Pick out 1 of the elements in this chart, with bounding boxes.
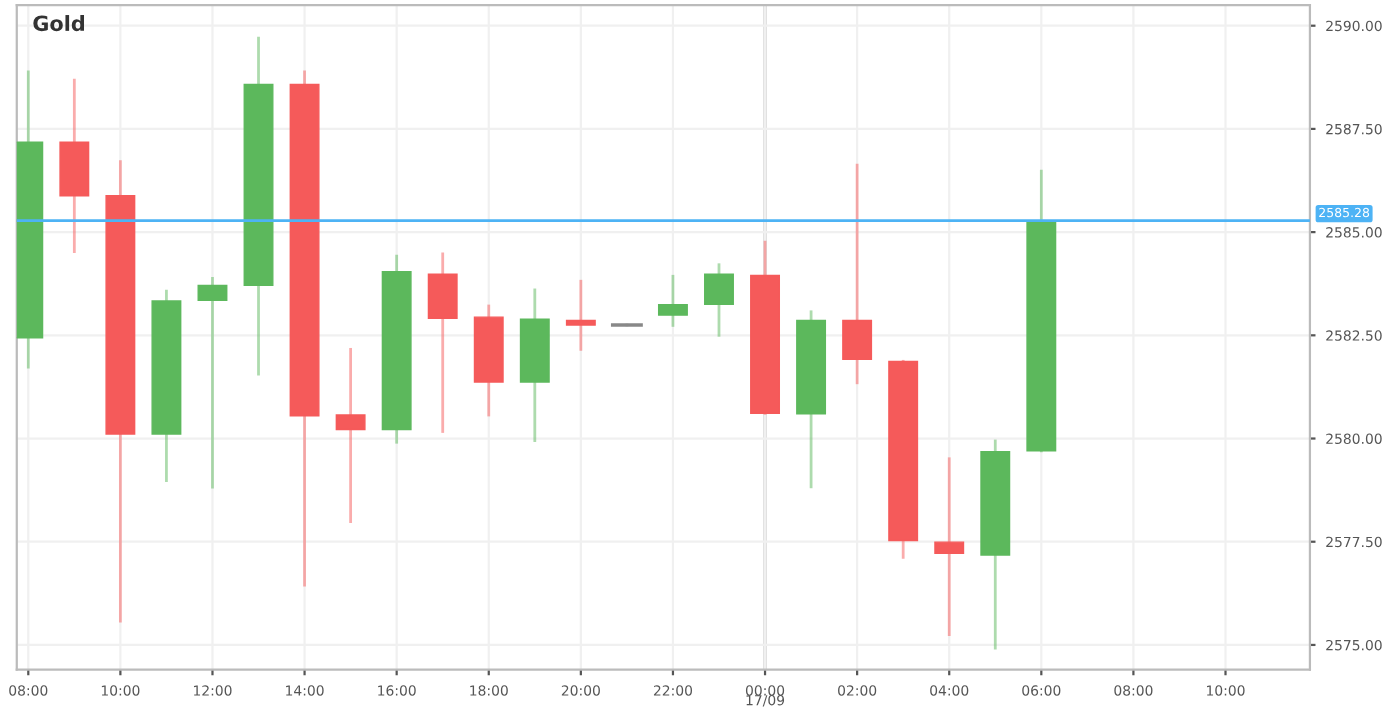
chart-title: Gold (33, 15, 85, 32)
